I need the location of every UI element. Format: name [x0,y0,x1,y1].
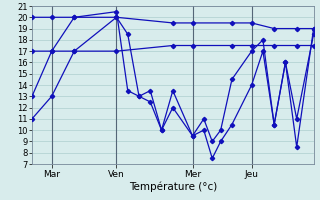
X-axis label: Température (°c): Température (°c) [129,181,217,192]
